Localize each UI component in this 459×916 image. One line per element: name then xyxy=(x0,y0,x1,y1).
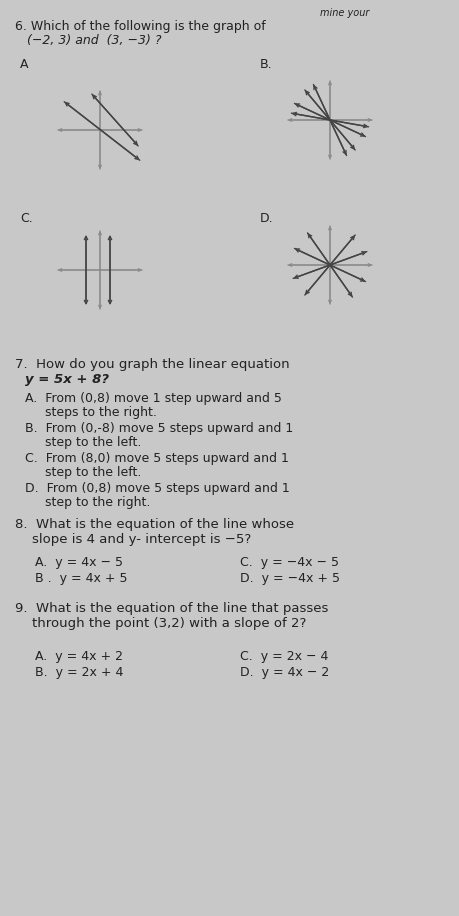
Text: B.: B. xyxy=(260,58,273,71)
Text: 9.  What is the equation of the line that passes: 9. What is the equation of the line that… xyxy=(15,602,328,615)
Text: step to the right.: step to the right. xyxy=(25,496,151,509)
Text: A: A xyxy=(20,58,28,71)
Text: B.  From (0,-8) move 5 steps upward and 1: B. From (0,-8) move 5 steps upward and 1 xyxy=(25,422,293,435)
Text: 6. Which of the following is the graph of: 6. Which of the following is the graph o… xyxy=(15,20,266,33)
Text: A.  From (0,8) move 1 step upward and 5: A. From (0,8) move 1 step upward and 5 xyxy=(25,392,282,405)
Text: through the point (3,2) with a slope of 2?: through the point (3,2) with a slope of … xyxy=(15,617,306,630)
Text: y = 5x + 8?: y = 5x + 8? xyxy=(25,373,109,386)
Text: B .  y = 4x + 5: B . y = 4x + 5 xyxy=(35,572,128,585)
Text: (−2, 3) and  (3, −3) ?: (−2, 3) and (3, −3) ? xyxy=(15,34,162,47)
Text: C.: C. xyxy=(20,212,33,225)
Text: step to the left.: step to the left. xyxy=(25,466,141,479)
Text: C.  y = −4x − 5: C. y = −4x − 5 xyxy=(240,556,339,569)
Text: D.: D. xyxy=(260,212,274,225)
Text: A.  y = 4x − 5: A. y = 4x − 5 xyxy=(35,556,123,569)
Text: B.  y = 2x + 4: B. y = 2x + 4 xyxy=(35,666,123,679)
Text: D.  y = −4x + 5: D. y = −4x + 5 xyxy=(240,572,340,585)
Text: slope is 4 and y- intercept is −5?: slope is 4 and y- intercept is −5? xyxy=(15,533,251,546)
Text: A.  y = 4x + 2: A. y = 4x + 2 xyxy=(35,650,123,663)
Text: D.  From (0,8) move 5 steps upward and 1: D. From (0,8) move 5 steps upward and 1 xyxy=(25,482,290,495)
Text: C.  y = 2x − 4: C. y = 2x − 4 xyxy=(240,650,328,663)
Text: C.  From (8,0) move 5 steps upward and 1: C. From (8,0) move 5 steps upward and 1 xyxy=(25,452,289,465)
Text: 7.  How do you graph the linear equation: 7. How do you graph the linear equation xyxy=(15,358,290,371)
Text: steps to the right.: steps to the right. xyxy=(25,406,157,419)
Text: mine your: mine your xyxy=(320,8,369,18)
Text: step to the left.: step to the left. xyxy=(25,436,141,449)
Text: D.  y = 4x − 2: D. y = 4x − 2 xyxy=(240,666,329,679)
Text: 8.  What is the equation of the line whose: 8. What is the equation of the line whos… xyxy=(15,518,294,531)
